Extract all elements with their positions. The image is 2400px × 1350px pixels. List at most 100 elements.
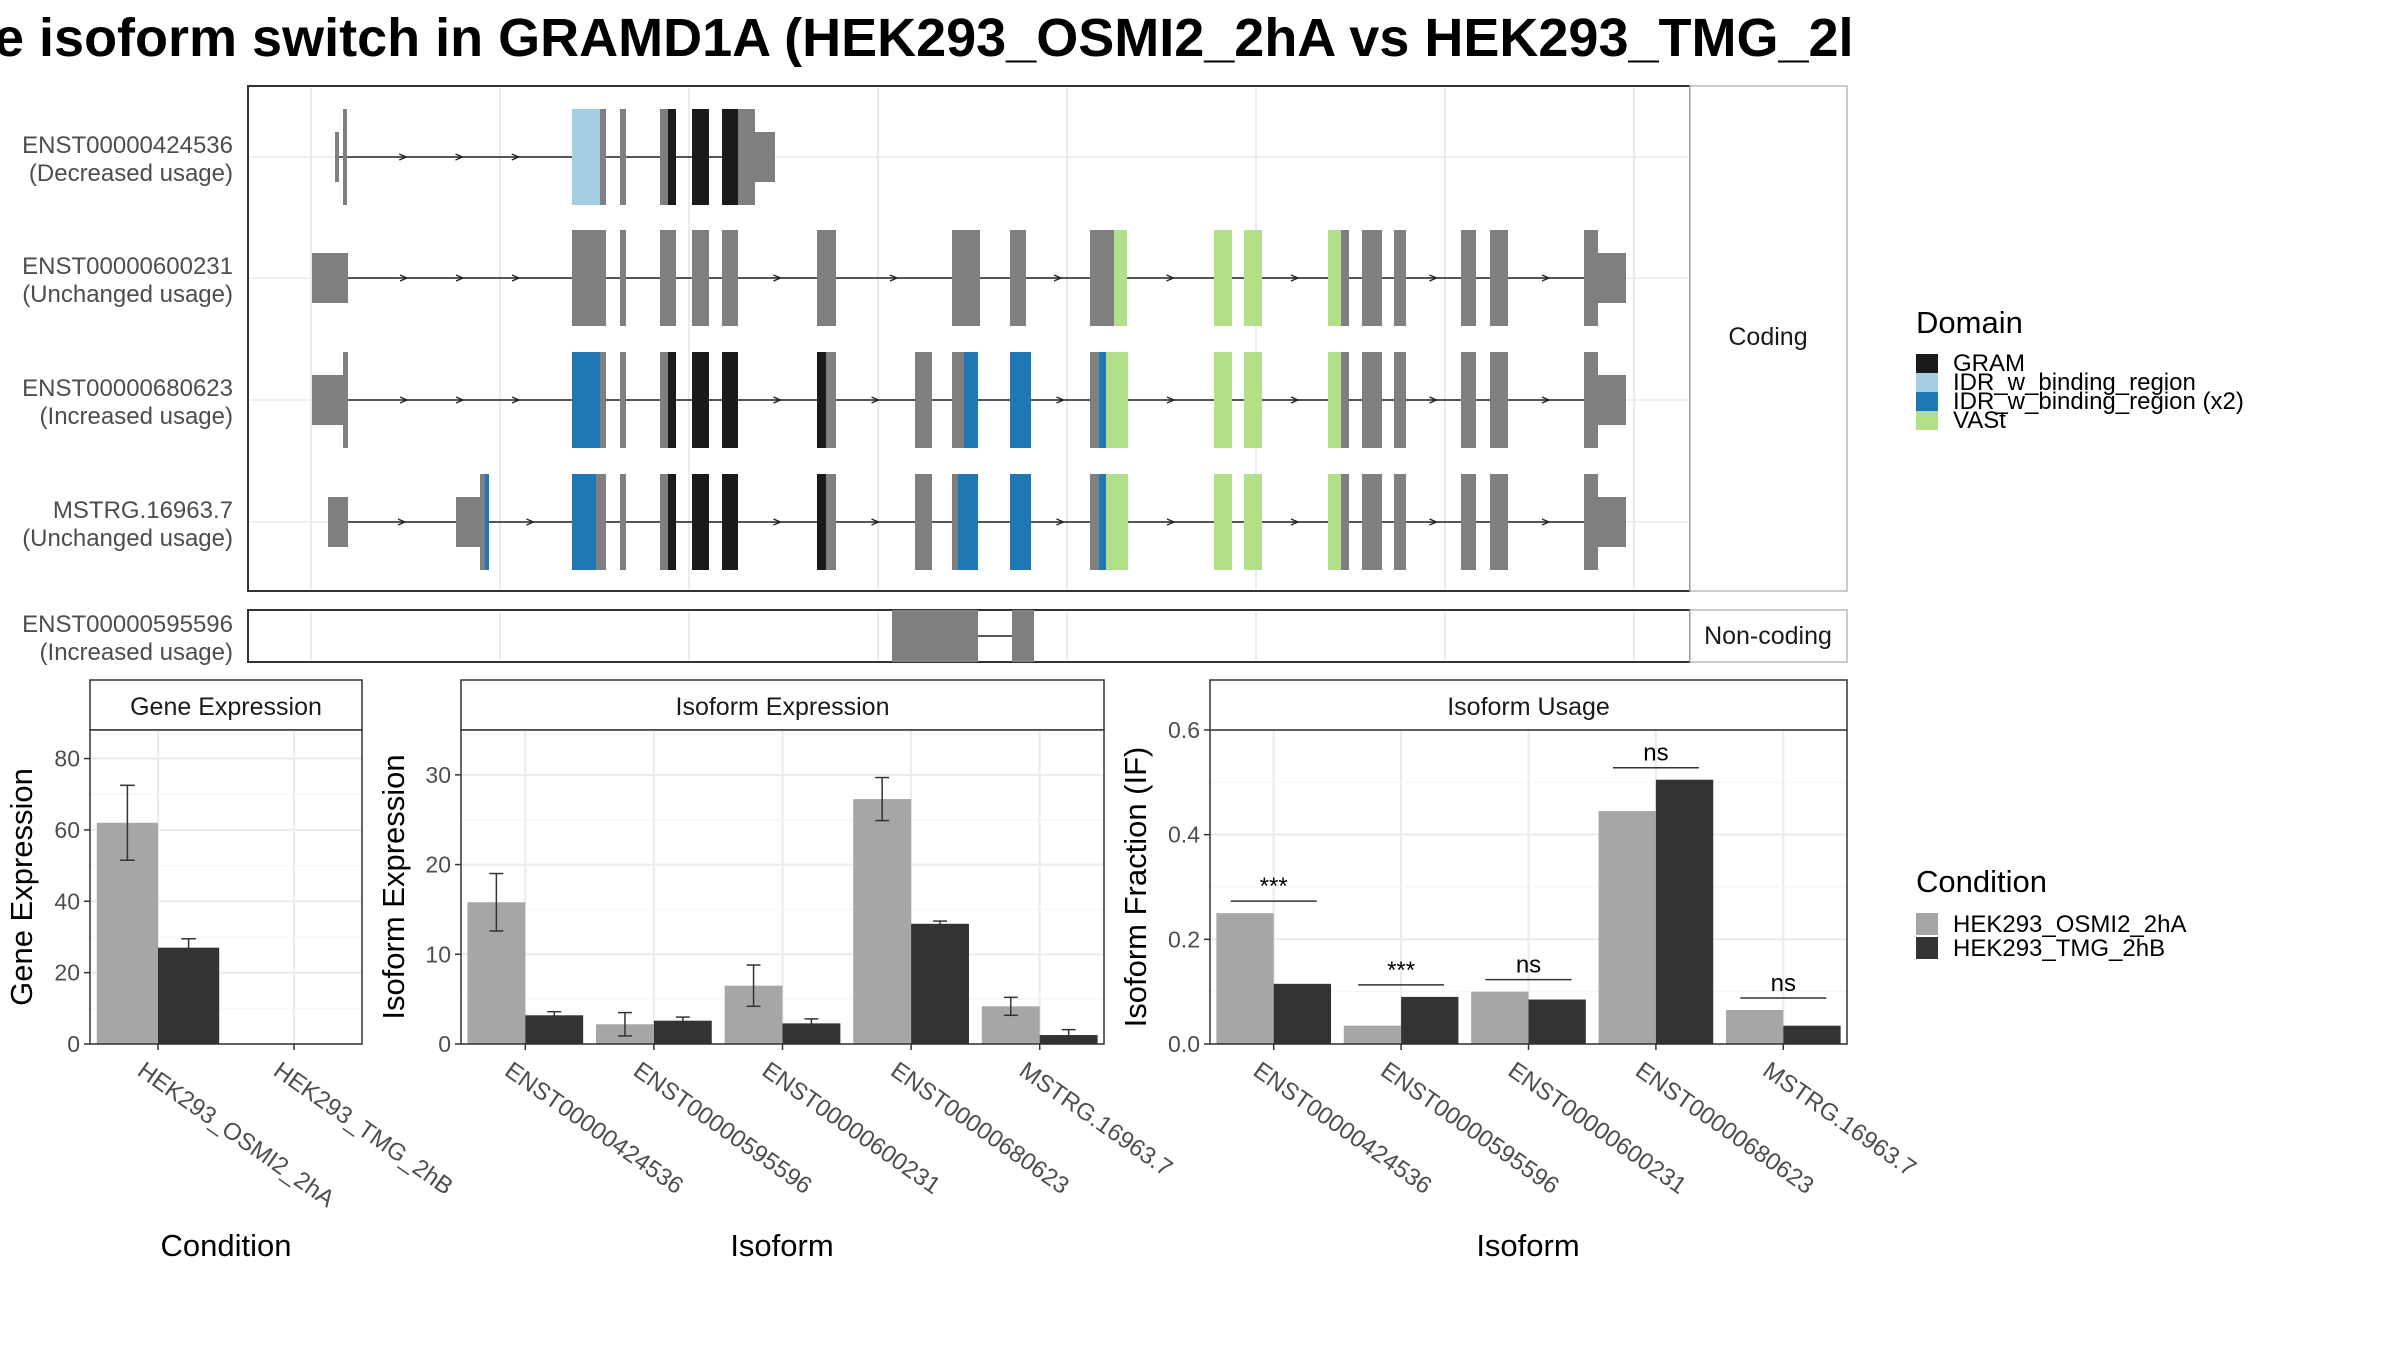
exon-block	[692, 230, 709, 326]
exon-block	[456, 497, 480, 547]
intron-arrow	[511, 396, 521, 404]
domain-block	[817, 352, 826, 448]
bar-HEK293_TMG_2hB-ENST00000424536	[1273, 983, 1332, 1044]
significance-label: ns	[1643, 740, 1668, 767]
coding-strip	[1689, 85, 1848, 592]
transcript-usage-label: (Increased usage)	[40, 639, 233, 666]
exon-block	[722, 230, 738, 326]
domain-block	[722, 474, 738, 570]
intron-arrow	[399, 396, 409, 404]
bar-HEK293_OSMI2_2hA-ENST00000680623	[853, 799, 912, 1044]
bar-HEK293_TMG_2hB-ENST00000680623	[911, 923, 969, 1044]
significance-label: ***	[1387, 957, 1415, 984]
domain-legend-label: IDR_w_binding_region	[1953, 369, 2196, 396]
domain-legend: Domain GRAMIDR_w_binding_regionIDR_w_bind…	[1916, 305, 2244, 434]
exon-block	[1010, 230, 1026, 326]
y-tick-label: 0.4	[1168, 822, 1200, 848]
y-tick-label: 30	[425, 762, 451, 788]
exon-block	[600, 109, 606, 205]
domain-block	[1106, 352, 1128, 448]
domain-block	[485, 474, 489, 570]
panel-border	[89, 729, 363, 1045]
intron-arrow	[1541, 518, 1551, 526]
intron-arrow	[511, 274, 521, 282]
exon-block	[1090, 474, 1099, 570]
noncoding-strip-label: Non-coding	[1704, 622, 1832, 650]
exon-block	[596, 474, 606, 570]
domain-block	[1244, 230, 1262, 326]
intron-arrow	[871, 518, 881, 526]
intron-arrow	[1429, 518, 1439, 526]
intron-arrow	[1166, 518, 1176, 526]
panel-strip	[89, 679, 363, 731]
y-tick-label: 60	[54, 817, 80, 843]
intron-arrow	[1166, 396, 1176, 404]
exon-block	[1090, 230, 1114, 326]
exon-block	[480, 474, 485, 570]
y-tick-label: 20	[425, 852, 451, 878]
exon-block	[826, 352, 836, 448]
exon-block	[620, 230, 626, 326]
bar-HEK293_TMG_2hB-ENST00000424536	[525, 1015, 584, 1044]
panel-strip	[460, 679, 1105, 731]
domain-legend-label: VASt	[1953, 407, 2006, 434]
exon-block	[1584, 474, 1598, 570]
exon-block	[620, 109, 626, 205]
transcript-id-label: ENST00000595596	[22, 611, 233, 638]
exon-block	[660, 352, 668, 448]
domain-block	[1244, 474, 1262, 570]
domain-block	[692, 352, 709, 448]
intron-arrow	[398, 153, 408, 161]
bar-chart-panels: Gene Expression020406080HEK293_OSMI2_2hA…	[4, 679, 1921, 1263]
exon-block	[1461, 352, 1476, 448]
intron-arrow	[773, 274, 783, 282]
domain-block	[1214, 230, 1232, 326]
domain-block	[817, 474, 826, 570]
intron-arrow	[455, 153, 465, 161]
exon-block	[1341, 474, 1349, 570]
domain-block	[572, 352, 600, 448]
exon-block	[952, 230, 980, 326]
bar-HEK293_TMG_2hB-HEK293_OSMI2_2hA	[158, 947, 220, 1044]
domain-block	[668, 109, 676, 205]
y-tick-label: 0	[438, 1031, 451, 1057]
transcript-ENST00000595596: ENST00000595596(Increased usage)	[22, 610, 1034, 666]
exon-block	[620, 474, 626, 570]
intron-arrow	[511, 153, 521, 161]
transcript-ENST00000600231: ENST00000600231(Unchanged usage)	[22, 230, 1626, 326]
exon-block	[600, 352, 606, 448]
intron-arrow	[1290, 518, 1300, 526]
intron-arrow	[1290, 274, 1300, 282]
exon-block	[572, 230, 606, 326]
x-axis-title: Isoform	[730, 1228, 833, 1263]
domain-legend-label: GRAM	[1953, 350, 2025, 377]
significance-label: ns	[1771, 970, 1796, 997]
panel-strip	[1209, 679, 1848, 731]
transcript-usage-label: (Unchanged usage)	[22, 281, 233, 308]
exon-block	[1461, 230, 1476, 326]
domain-block	[1244, 352, 1262, 448]
intron-arrow	[397, 518, 407, 526]
exon-block	[312, 375, 343, 425]
exon-block	[1461, 474, 1476, 570]
transcript-usage-label: (Decreased usage)	[29, 160, 233, 187]
domain-block	[692, 474, 709, 570]
domain-block	[572, 474, 596, 570]
domain-block	[1328, 230, 1341, 326]
exon-block	[952, 474, 958, 570]
transcript-ENST00000424536: ENST00000424536(Decreased usage)	[22, 109, 775, 205]
exon-block	[1362, 230, 1382, 326]
bar-HEK293_TMG_2hB-ENST00000600231	[782, 1023, 841, 1044]
y-axis-title: Gene Expression	[4, 768, 39, 1006]
condition-legend-label: HEK293_OSMI2_2hA	[1953, 911, 2186, 938]
exon-block	[312, 253, 348, 303]
panel-title: Isoform Expression	[676, 693, 890, 721]
exon-block	[1598, 497, 1626, 547]
exon-block	[1598, 375, 1626, 425]
y-tick-label: 10	[425, 941, 451, 967]
domain-block	[1106, 474, 1128, 570]
exon-block	[1490, 230, 1508, 326]
